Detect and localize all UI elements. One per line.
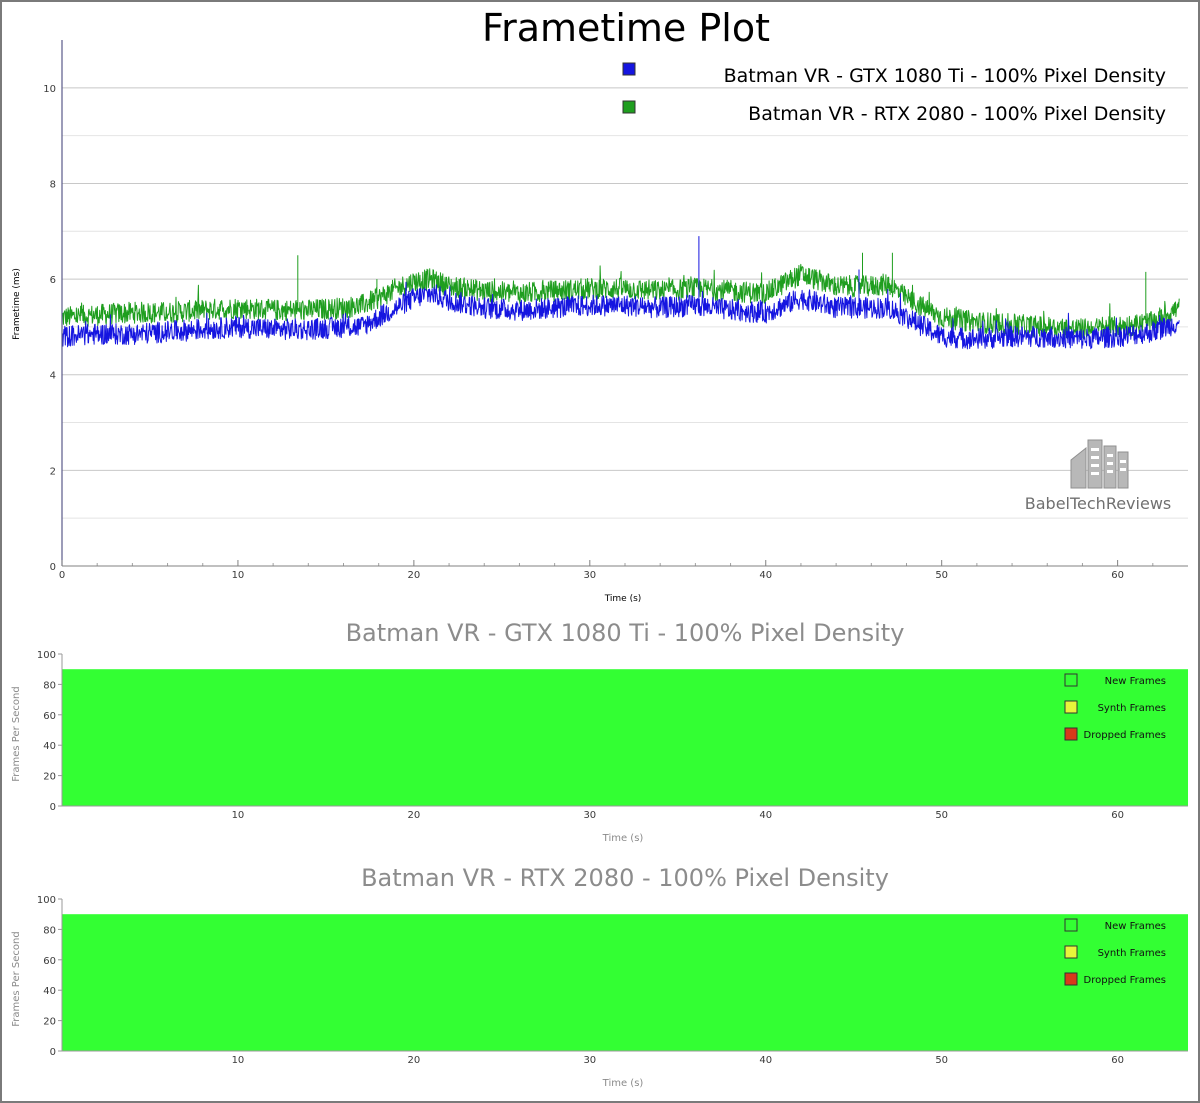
fps-y-tick-label: 0 xyxy=(50,802,56,813)
fps-x-tick-label: 20 xyxy=(408,1055,421,1066)
fps-chart-gtx: Batman VR - GTX 1080 Ti - 100% Pixel Den… xyxy=(11,619,1188,844)
fps-legend-swatch xyxy=(1064,727,1078,741)
series-line-rtx-2080 xyxy=(61,252,1180,340)
fps-y-tick-label: 20 xyxy=(43,772,56,783)
fps-x-tick-label: 50 xyxy=(935,810,948,821)
y-axis-title: Frametime (ms) xyxy=(12,268,22,340)
x-tick-label: 20 xyxy=(408,570,421,581)
fps-legend-swatch xyxy=(1064,673,1078,687)
fps-y-tick-label: 0 xyxy=(50,1047,56,1058)
fps-y-tick-label: 40 xyxy=(43,741,56,752)
frametime-x-tick-labels: 0 10 20 30 40 50 60 xyxy=(59,560,1124,581)
fps-y-tick-label: 60 xyxy=(43,956,56,967)
legend-swatch xyxy=(622,100,636,114)
fps-y-tick-label: 40 xyxy=(43,986,56,997)
frametime-legend: Batman VR - GTX 1080 Ti - 100% Pixel Den… xyxy=(622,62,1166,125)
new-frames-area xyxy=(62,669,1188,806)
watermark-text: BabelTechReviews xyxy=(1025,494,1171,513)
fps-y-tick-label: 80 xyxy=(43,925,56,936)
frametime-series xyxy=(61,236,1180,350)
fps-y-tick-label: 100 xyxy=(37,650,56,661)
fps-legend-label: New Frames xyxy=(1105,921,1166,932)
building-logo-icon xyxy=(1070,439,1129,489)
fps-chart-title: Batman VR - RTX 2080 - 100% Pixel Densit… xyxy=(361,864,889,892)
series-line-gtx-1080-ti xyxy=(61,236,1180,350)
fps-y-tick-label: 100 xyxy=(37,895,56,906)
x-tick-label: 40 xyxy=(759,570,772,581)
fps-y-tick-label: 60 xyxy=(43,711,56,722)
new-frames-area xyxy=(62,914,1188,1051)
fps-legend-label: New Frames xyxy=(1105,676,1166,687)
fps-legend-swatch xyxy=(1064,918,1078,932)
x-tick-label: 30 xyxy=(583,570,596,581)
x-tick-label: 60 xyxy=(1111,570,1124,581)
fps-chart-rtx: Batman VR - RTX 2080 - 100% Pixel Densit… xyxy=(11,864,1188,1089)
y-tick-label: 10 xyxy=(43,84,56,95)
fps-x-axis-title: Time (s) xyxy=(602,1078,644,1089)
fps-x-tick-label: 60 xyxy=(1111,810,1124,821)
chart-title: Frametime Plot xyxy=(482,6,770,50)
y-tick-label: 0 xyxy=(50,562,56,573)
fps-x-tick-label: 20 xyxy=(408,810,421,821)
fps-y-tick-label: 80 xyxy=(43,680,56,691)
legend-label: Batman VR - GTX 1080 Ti - 100% Pixel Den… xyxy=(724,65,1166,87)
y-tick-label: 4 xyxy=(50,371,56,382)
y-tick-label: 2 xyxy=(50,466,56,477)
legend-swatch xyxy=(622,62,636,76)
fps-x-tick-label: 30 xyxy=(583,810,596,821)
x-tick-label: 50 xyxy=(935,570,948,581)
y-tick-label: 6 xyxy=(50,275,56,286)
fps-x-axis-title: Time (s) xyxy=(602,833,644,844)
fps-y-axis-title: Frames Per Second xyxy=(11,931,22,1026)
fps-x-tick-label: 40 xyxy=(759,1055,772,1066)
fps-legend-swatch xyxy=(1064,945,1078,959)
fps-y-axis-title: Frames Per Second xyxy=(11,686,22,781)
watermark: BabelTechReviews xyxy=(1025,439,1171,513)
fps-x-tick-label: 50 xyxy=(935,1055,948,1066)
legend-label: Batman VR - RTX 2080 - 100% Pixel Densit… xyxy=(748,103,1166,125)
frametime-y-tick-labels: 0 2 4 6 8 10 xyxy=(43,84,56,573)
fps-x-tick-label: 60 xyxy=(1111,1055,1124,1066)
y-tick-label: 8 xyxy=(50,179,56,190)
fps-legend-label: Synth Frames xyxy=(1098,703,1166,714)
fps-chart-title: Batman VR - GTX 1080 Ti - 100% Pixel Den… xyxy=(346,619,905,647)
fps-x-tick-label: 30 xyxy=(583,1055,596,1066)
fps-legend-label: Synth Frames xyxy=(1098,948,1166,959)
fps-legend-label: Dropped Frames xyxy=(1084,975,1166,986)
x-axis-title: Time (s) xyxy=(604,594,642,604)
fps-legend-swatch xyxy=(1064,972,1078,986)
x-tick-label: 0 xyxy=(59,570,65,581)
fps-y-tick-label: 20 xyxy=(43,1017,56,1028)
fps-x-tick-label: 40 xyxy=(759,810,772,821)
fps-legend-swatch xyxy=(1064,700,1078,714)
fps-x-tick-label: 10 xyxy=(232,1055,245,1066)
x-tick-label: 10 xyxy=(232,570,245,581)
fps-legend-label: Dropped Frames xyxy=(1084,730,1166,741)
fps-x-tick-label: 10 xyxy=(232,810,245,821)
